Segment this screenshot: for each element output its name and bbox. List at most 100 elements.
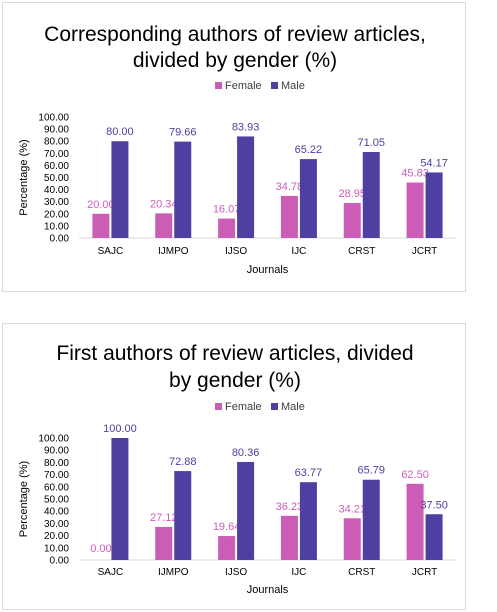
- data-label-male-jcrt: 37.50: [420, 499, 448, 511]
- data-label-male-crst: 71.05: [357, 137, 385, 149]
- y-tick-label: 40.00: [44, 185, 69, 196]
- y-tick-label: 70.00: [44, 470, 69, 481]
- data-label-male-ijmpo: 79.66: [169, 127, 197, 139]
- chart-corresponding-authors: Corresponding authors of review articles…: [18, 23, 456, 276]
- data-label-female-jcrt: 45.83: [401, 168, 429, 180]
- bar-male-ijmpo: [174, 141, 192, 238]
- bar-female-ijc: [280, 515, 298, 560]
- bar-female-ijc: [280, 195, 298, 238]
- data-label-female-ijso: 16.07: [213, 204, 241, 216]
- x-tick-label-crst: CRST: [348, 246, 375, 257]
- bar-male-ijmpo: [174, 471, 192, 560]
- data-label-male-crst: 65.79: [357, 465, 385, 477]
- data-label-female-ijmpo: 27.12: [150, 512, 178, 524]
- data-label-female-crst: 28.95: [338, 188, 366, 200]
- x-axis-title: Journals: [247, 264, 289, 276]
- bar-female-sajc: [92, 213, 110, 238]
- y-tick-label: 0.00: [50, 234, 70, 245]
- data-label-male-ijso: 80.36: [232, 447, 260, 459]
- data-label-male-sajc: 100.00: [103, 423, 137, 435]
- bar-male-jcrt: [425, 172, 443, 238]
- x-tick-label-crst: CRST: [348, 567, 375, 578]
- x-tick-label-jcrt: JCRT: [412, 567, 437, 578]
- legend-label-male: Male: [281, 401, 305, 413]
- legend-label-male: Male: [281, 80, 305, 92]
- y-tick-label: 20.00: [44, 209, 69, 220]
- y-tick-label: 100.00: [38, 434, 69, 445]
- bar-male-ijso: [237, 136, 255, 238]
- bar-male-sajc: [111, 438, 129, 560]
- data-label-male-ijmpo: 72.88: [169, 456, 197, 468]
- data-label-male-ijc: 65.22: [295, 144, 323, 156]
- bar-female-crst: [343, 518, 361, 560]
- y-tick-label: 30.00: [44, 519, 69, 530]
- legend-swatch-male: [271, 82, 278, 89]
- chart-title-line: divided by gender (%): [133, 49, 337, 72]
- bar-female-ijmpo: [155, 213, 173, 238]
- bar-female-ijso: [218, 536, 236, 560]
- y-tick-label: 70.00: [44, 149, 69, 160]
- chart-panel-first-authors: First authors of review articles, divide…: [2, 323, 466, 610]
- bar-male-ijso: [237, 461, 255, 560]
- x-tick-label-ijmpo: IJMPO: [158, 246, 189, 257]
- legend-swatch-female: [215, 82, 222, 89]
- bar-female-ijso: [218, 218, 236, 238]
- bar-female-jcrt: [406, 483, 424, 560]
- legend-label-female: Female: [225, 401, 262, 413]
- y-tick-label: 20.00: [44, 531, 69, 542]
- y-tick-label: 80.00: [44, 458, 69, 469]
- data-label-female-ijc: 34.78: [276, 181, 304, 193]
- y-tick-label: 60.00: [44, 161, 69, 172]
- x-tick-label-ijso: IJSO: [225, 567, 247, 578]
- y-tick-label: 10.00: [44, 221, 69, 232]
- y-axis-title: Percentage (%): [18, 461, 30, 537]
- y-tick-label: 80.00: [44, 137, 69, 148]
- chart-panel-corresponding-authors: Corresponding authors of review articles…: [2, 2, 466, 292]
- y-tick-label: 90.00: [44, 125, 69, 136]
- data-label-female-sajc: 0.00: [90, 543, 111, 555]
- bar-male-ijc: [299, 159, 317, 238]
- data-label-male-jcrt: 54.17: [420, 157, 448, 169]
- bar-male-jcrt: [425, 514, 443, 560]
- chart-title-line: by gender (%): [169, 369, 301, 392]
- data-label-female-ijc: 36.23: [276, 501, 304, 513]
- bar-male-crst: [362, 479, 380, 560]
- chart-title-line: First authors of review articles, divide…: [56, 342, 413, 365]
- legend-swatch-male: [271, 403, 278, 410]
- x-tick-label-ijmpo: IJMPO: [158, 567, 189, 578]
- legend-label-female: Female: [225, 80, 262, 92]
- data-label-female-ijso: 19.64: [213, 521, 241, 533]
- data-label-female-jcrt: 62.50: [401, 469, 429, 481]
- bar-female-crst: [343, 202, 361, 238]
- y-tick-label: 100.00: [38, 113, 69, 124]
- x-tick-label-sajc: SAJC: [98, 567, 124, 578]
- y-tick-label: 50.00: [44, 495, 69, 506]
- bar-male-crst: [362, 152, 380, 238]
- x-tick-label-ijc: IJC: [291, 246, 306, 257]
- y-tick-label: 90.00: [44, 446, 69, 457]
- data-label-male-ijso: 83.93: [232, 121, 260, 133]
- bar-male-sajc: [111, 141, 129, 238]
- x-tick-label-jcrt: JCRT: [412, 246, 437, 257]
- y-axis-title: Percentage (%): [18, 139, 30, 215]
- x-tick-label-ijc: IJC: [291, 567, 306, 578]
- y-tick-label: 50.00: [44, 173, 69, 184]
- y-tick-label: 0.00: [50, 556, 70, 567]
- bar-female-ijmpo: [155, 526, 173, 560]
- x-tick-label-sajc: SAJC: [98, 246, 124, 257]
- y-tick-label: 30.00: [44, 197, 69, 208]
- y-tick-label: 60.00: [44, 482, 69, 493]
- data-label-female-sajc: 20.00: [87, 199, 115, 211]
- y-tick-label: 40.00: [44, 507, 69, 518]
- data-label-female-ijmpo: 20.34: [150, 198, 178, 210]
- legend-swatch-female: [215, 403, 222, 410]
- data-label-male-sajc: 80.00: [106, 126, 134, 138]
- y-tick-label: 10.00: [44, 543, 69, 554]
- x-tick-label-ijso: IJSO: [225, 246, 247, 257]
- chart-title-line: Corresponding authors of review articles…: [44, 23, 426, 46]
- x-axis-title: Journals: [247, 584, 289, 596]
- bar-female-jcrt: [406, 182, 424, 238]
- chart-first-authors: First authors of review articles, divide…: [18, 342, 456, 596]
- data-label-male-ijc: 63.77: [295, 467, 323, 479]
- data-label-female-crst: 34.21: [338, 503, 366, 515]
